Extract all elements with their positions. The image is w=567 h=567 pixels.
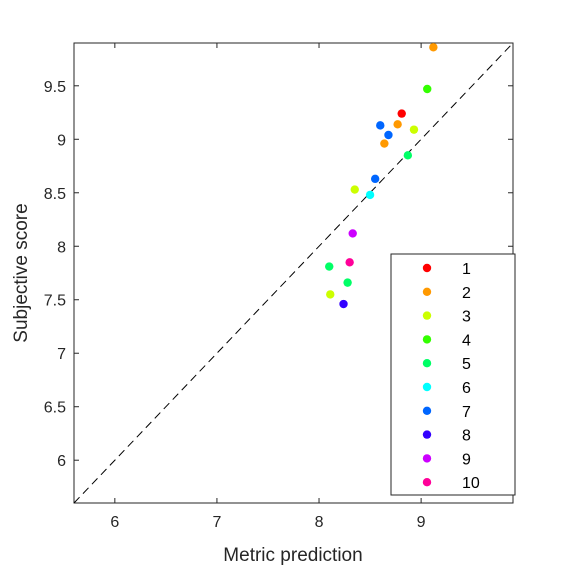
legend-marker-4 [422,335,432,344]
data-point-series-3 [409,125,419,134]
data-point-series-1 [397,109,406,118]
data-point-series-10 [345,258,354,267]
legend-label-10: 10 [462,475,480,492]
y-tick-label: 9 [57,132,66,149]
data-point-series-3 [350,185,359,194]
data-point-series-6 [365,190,375,200]
legend-marker-5 [422,359,432,368]
x-tick-label: 8 [315,514,324,531]
identity-reference-line [73,42,514,504]
y-tick-label: 6.5 [44,400,66,417]
legend-label-6: 6 [462,380,471,397]
data-point-series-5 [325,262,334,271]
data-point-series-5 [403,151,413,160]
legend-label-7: 7 [462,404,471,421]
legend: 1 2 3 4 5 6 7 8 9 10 [390,253,516,496]
y-tick-label: 7.5 [44,293,66,310]
data-point-series-7 [376,121,385,130]
x-axis-ticks: 6 7 8 9 [110,43,426,531]
y-tick-label: 8 [57,239,66,256]
y-axis-ticks: 6 6.5 7 7.5 8 8.5 9 9.5 [44,79,513,470]
legend-marker-6 [422,382,432,392]
legend-marker-10 [422,478,432,487]
data-point-series-2 [380,139,389,148]
y-tick-label: 8.5 [44,186,66,203]
data-point-series-2 [393,120,402,129]
data-points [325,43,438,309]
y-tick-label: 7 [57,346,66,363]
legend-label-8: 8 [462,428,471,445]
data-point-series-7 [384,130,393,140]
y-tick-label: 9.5 [44,79,66,96]
legend-marker-9 [422,454,432,463]
data-point-series-9 [348,229,357,238]
legend-label-4: 4 [462,332,471,349]
y-tick-label: 6 [57,453,66,470]
x-tick-label: 6 [110,514,119,531]
legend-marker-8 [422,430,432,439]
legend-label-1: 1 [462,261,471,278]
x-tick-label: 9 [417,514,426,531]
legend-marker-2 [422,287,432,296]
legend-label-2: 2 [462,285,471,302]
data-point-series-3 [326,290,335,299]
data-point-series-2 [429,43,438,52]
legend-marker-3 [422,311,432,320]
x-axis-label: Metric prediction [223,545,362,566]
data-point-series-7 [370,174,380,184]
x-tick-label: 7 [212,514,221,531]
data-point-series-5 [343,278,352,287]
y-axis-label: Subjective score [11,203,32,342]
legend-marker-7 [422,406,432,415]
data-point-series-4 [423,84,432,94]
legend-label-3: 3 [462,309,471,326]
legend-box [390,253,516,496]
legend-label-9: 9 [462,451,471,468]
data-point-series-8 [339,299,348,309]
legend-label-5: 5 [462,356,471,373]
legend-marker-1 [422,263,432,273]
